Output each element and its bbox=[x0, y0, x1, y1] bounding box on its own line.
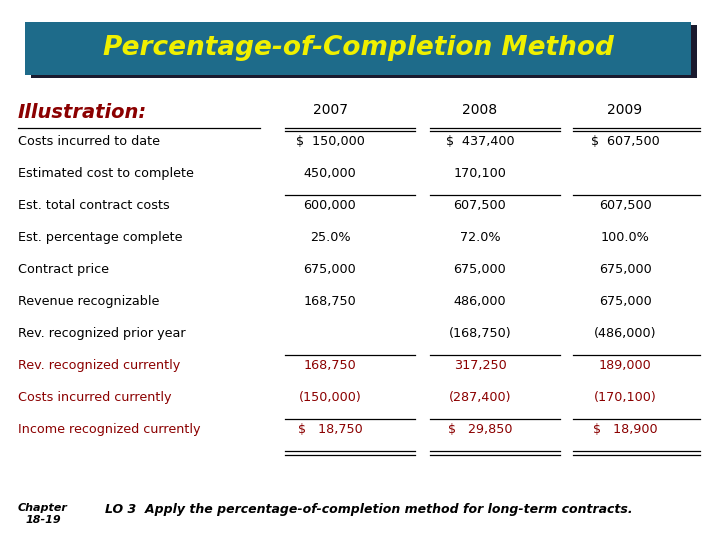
Text: 675,000: 675,000 bbox=[304, 263, 356, 276]
Text: 607,500: 607,500 bbox=[598, 199, 652, 212]
Text: $   29,850: $ 29,850 bbox=[448, 423, 512, 436]
Text: Costs incurred to date: Costs incurred to date bbox=[18, 135, 160, 148]
Text: 317,250: 317,250 bbox=[454, 359, 506, 372]
Text: Illustration:: Illustration: bbox=[18, 103, 147, 122]
Text: 600,000: 600,000 bbox=[304, 199, 356, 212]
Text: $  150,000: $ 150,000 bbox=[296, 135, 364, 148]
Text: 168,750: 168,750 bbox=[304, 295, 356, 308]
Text: 2009: 2009 bbox=[608, 103, 642, 117]
Text: Costs incurred currently: Costs incurred currently bbox=[18, 391, 171, 404]
Text: (170,100): (170,100) bbox=[593, 391, 657, 404]
Text: 486,000: 486,000 bbox=[454, 295, 506, 308]
Text: Income recognized currently: Income recognized currently bbox=[18, 423, 200, 436]
Text: 168,750: 168,750 bbox=[304, 359, 356, 372]
Text: Revenue recognizable: Revenue recognizable bbox=[18, 295, 159, 308]
Text: 72.0%: 72.0% bbox=[459, 231, 500, 244]
Text: Rev. recognized currently: Rev. recognized currently bbox=[18, 359, 180, 372]
Text: Contract price: Contract price bbox=[18, 263, 109, 276]
Text: 170,100: 170,100 bbox=[454, 167, 506, 180]
Text: Estimated cost to complete: Estimated cost to complete bbox=[18, 167, 194, 180]
Text: $   18,900: $ 18,900 bbox=[593, 423, 657, 436]
Text: (486,000): (486,000) bbox=[594, 327, 656, 340]
Text: 100.0%: 100.0% bbox=[600, 231, 649, 244]
Text: Percentage-of-Completion Method: Percentage-of-Completion Method bbox=[103, 35, 614, 61]
Text: Rev. recognized prior year: Rev. recognized prior year bbox=[18, 327, 186, 340]
Text: $   18,750: $ 18,750 bbox=[297, 423, 362, 436]
Text: 189,000: 189,000 bbox=[598, 359, 652, 372]
Text: 675,000: 675,000 bbox=[598, 263, 652, 276]
Text: Chapter
18-19: Chapter 18-19 bbox=[18, 503, 68, 524]
Text: 675,000: 675,000 bbox=[454, 263, 506, 276]
Text: (150,000): (150,000) bbox=[299, 391, 361, 404]
Text: $  437,400: $ 437,400 bbox=[446, 135, 514, 148]
Text: LO 3  Apply the percentage-of-completion method for long-term contracts.: LO 3 Apply the percentage-of-completion … bbox=[105, 503, 633, 516]
Text: $  607,500: $ 607,500 bbox=[590, 135, 660, 148]
Text: (287,400): (287,400) bbox=[449, 391, 511, 404]
Text: 607,500: 607,500 bbox=[454, 199, 506, 212]
Text: 675,000: 675,000 bbox=[598, 295, 652, 308]
Text: 25.0%: 25.0% bbox=[310, 231, 351, 244]
Text: 2007: 2007 bbox=[312, 103, 348, 117]
Text: Est. percentage complete: Est. percentage complete bbox=[18, 231, 182, 244]
Text: Est. total contract costs: Est. total contract costs bbox=[18, 199, 170, 212]
Text: 450,000: 450,000 bbox=[304, 167, 356, 180]
Text: (168,750): (168,750) bbox=[449, 327, 511, 340]
Text: 2008: 2008 bbox=[462, 103, 498, 117]
